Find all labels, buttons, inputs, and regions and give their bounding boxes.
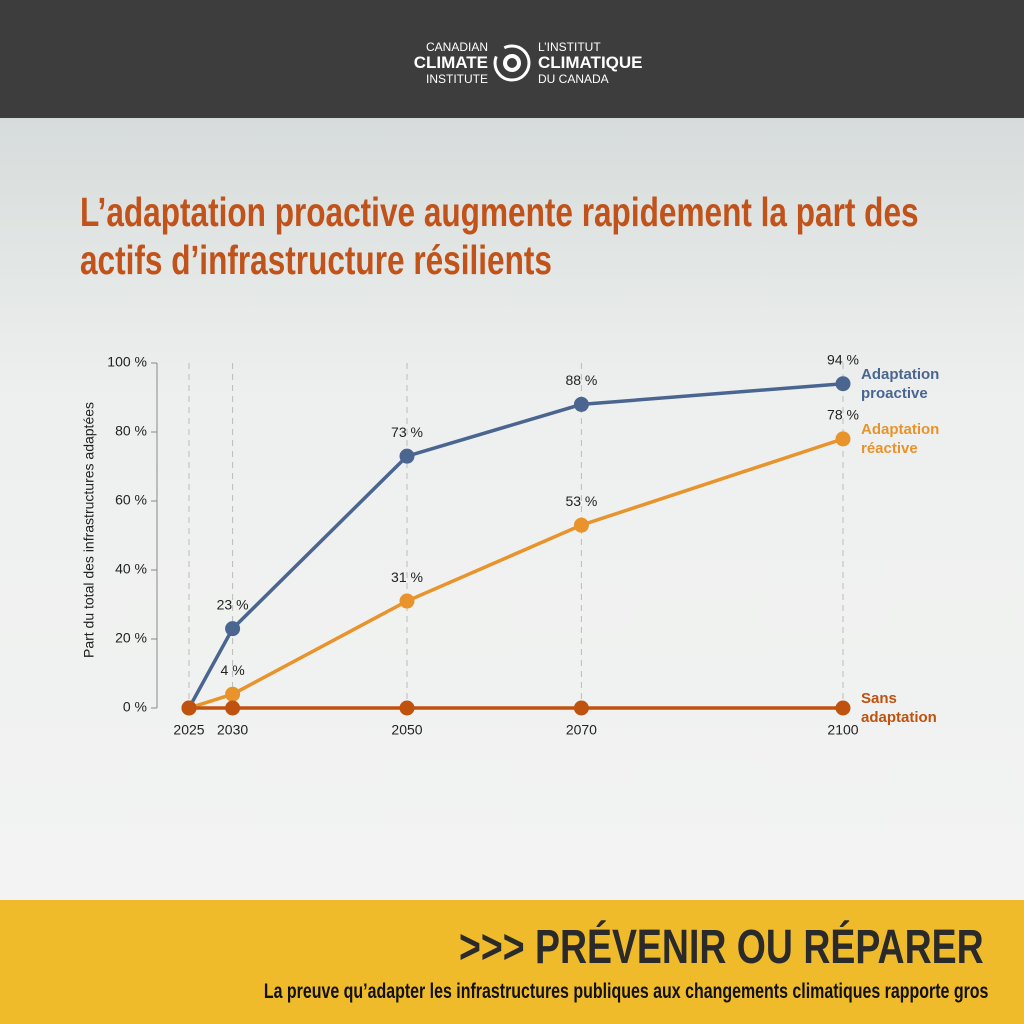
data-point xyxy=(835,431,851,447)
logo-text: L’INSTITUT xyxy=(538,40,601,54)
logo-text: DU CANADA xyxy=(538,72,609,86)
x-tick-label: 2025 xyxy=(173,722,204,738)
data-point xyxy=(835,700,851,716)
y-tick-label: 20 % xyxy=(115,630,147,646)
data-point xyxy=(399,700,415,716)
footer: >>> PRÉVENIR OU RÉPARER La preuve qu’ada… xyxy=(0,900,1024,1024)
value-label: 78 % xyxy=(827,407,859,423)
value-label: 53 % xyxy=(565,493,597,509)
logo-en: CANADIAN CLIMATE INSTITUTE xyxy=(410,40,488,86)
value-label: 94 % xyxy=(827,351,859,367)
footer-subtitle: La preuve qu’adapter les infrastructures… xyxy=(263,980,988,1003)
chart: Part du total des infrastructures adapté… xyxy=(81,351,859,738)
x-tick-label: 2050 xyxy=(391,722,422,738)
x-tick-label: 2100 xyxy=(827,722,858,738)
y-axis-label: Part du total des infrastructures adapté… xyxy=(81,402,97,658)
value-label: 73 % xyxy=(391,424,423,440)
footer-title: >>> PRÉVENIR OU RÉPARER xyxy=(459,921,984,974)
x-tick-label: 2030 xyxy=(217,722,248,738)
logo-text: INSTITUTE xyxy=(426,72,488,86)
y-tick-label: 60 % xyxy=(115,492,147,508)
data-point xyxy=(181,700,197,716)
series-line xyxy=(187,381,844,709)
legend-label: Sans adaptation xyxy=(861,690,937,726)
data-point xyxy=(225,700,241,716)
value-label: 88 % xyxy=(565,372,597,388)
data-point xyxy=(399,448,415,464)
data-point xyxy=(573,517,589,533)
y-tick-label: 0 % xyxy=(123,699,147,715)
legend-label: Adaptation réactive xyxy=(861,420,940,457)
y-tick-label: 40 % xyxy=(115,561,147,577)
data-point xyxy=(225,686,241,702)
y-tick-label: 100 % xyxy=(107,354,147,370)
x-tick-label: 2070 xyxy=(566,722,597,738)
value-label: 31 % xyxy=(391,569,423,585)
chart-title: L’adaptation proactive augmente rapideme… xyxy=(80,189,919,283)
data-point xyxy=(399,593,415,609)
value-label: 4 % xyxy=(221,662,245,678)
data-point xyxy=(573,396,589,412)
logo-mark xyxy=(493,44,531,82)
logo-text: CANADIAN xyxy=(425,40,488,54)
data-point xyxy=(225,621,241,637)
logo-fr: L’INSTITUT CLIMATIQUE DU CANADA xyxy=(538,40,643,86)
logo-text: CLIMATE xyxy=(413,53,488,72)
legend-label: Adaptation proactive xyxy=(861,365,940,402)
data-point xyxy=(573,700,589,716)
header: CANADIAN CLIMATE INSTITUTE L’INSTITUT CL… xyxy=(0,0,1024,118)
data-point xyxy=(835,376,851,392)
logo-text: CLIMATIQUE xyxy=(538,53,643,72)
value-label: 23 % xyxy=(217,596,249,612)
y-tick-label: 80 % xyxy=(115,423,147,439)
